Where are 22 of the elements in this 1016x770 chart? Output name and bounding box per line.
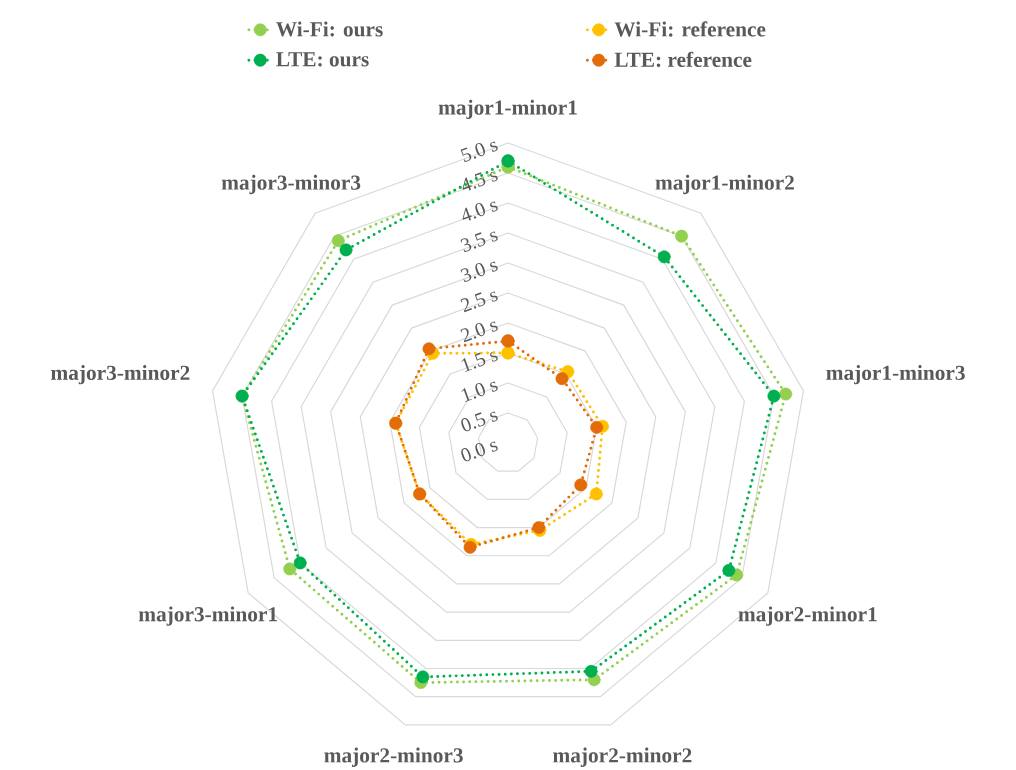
y-tick-label: 0.0 s [461,441,498,462]
y-tick-label: 3.0 s [460,261,498,283]
spoke-label: major2-minor1 [738,606,877,626]
legend-label: Wi-Fi: ours [276,21,383,37]
y-tick-label: 2.0 s [460,321,498,343]
spoke-label: major1-minor2 [655,175,794,195]
y-tick-label: 1.0 s [461,381,498,403]
spoke-label: major3-minor1 [138,606,277,626]
y-tick-label: 2.5 s [460,291,498,313]
spoke-label: major3-minor2 [51,365,190,385]
spoke-label: major1-minor1 [438,99,577,120]
y-tick-label: 5.0 s [460,141,498,163]
spoke-label: major3-minor3 [221,175,361,195]
y-tick-label: 0.5 s [461,411,498,432]
legend-label: LTE: ours [276,52,369,67]
spoke-label: major1-minor3 [826,365,965,385]
y-tick-label: 4.0 s [462,201,498,221]
spoke-label: major2-minor2 [553,747,692,768]
y-tick-label: 3.5 s [460,231,498,253]
spoke-label: major2-minor3 [324,747,463,768]
legend-label: Wi-Fi: reference [614,21,766,37]
legend-label: LTE: reference [614,51,752,68]
